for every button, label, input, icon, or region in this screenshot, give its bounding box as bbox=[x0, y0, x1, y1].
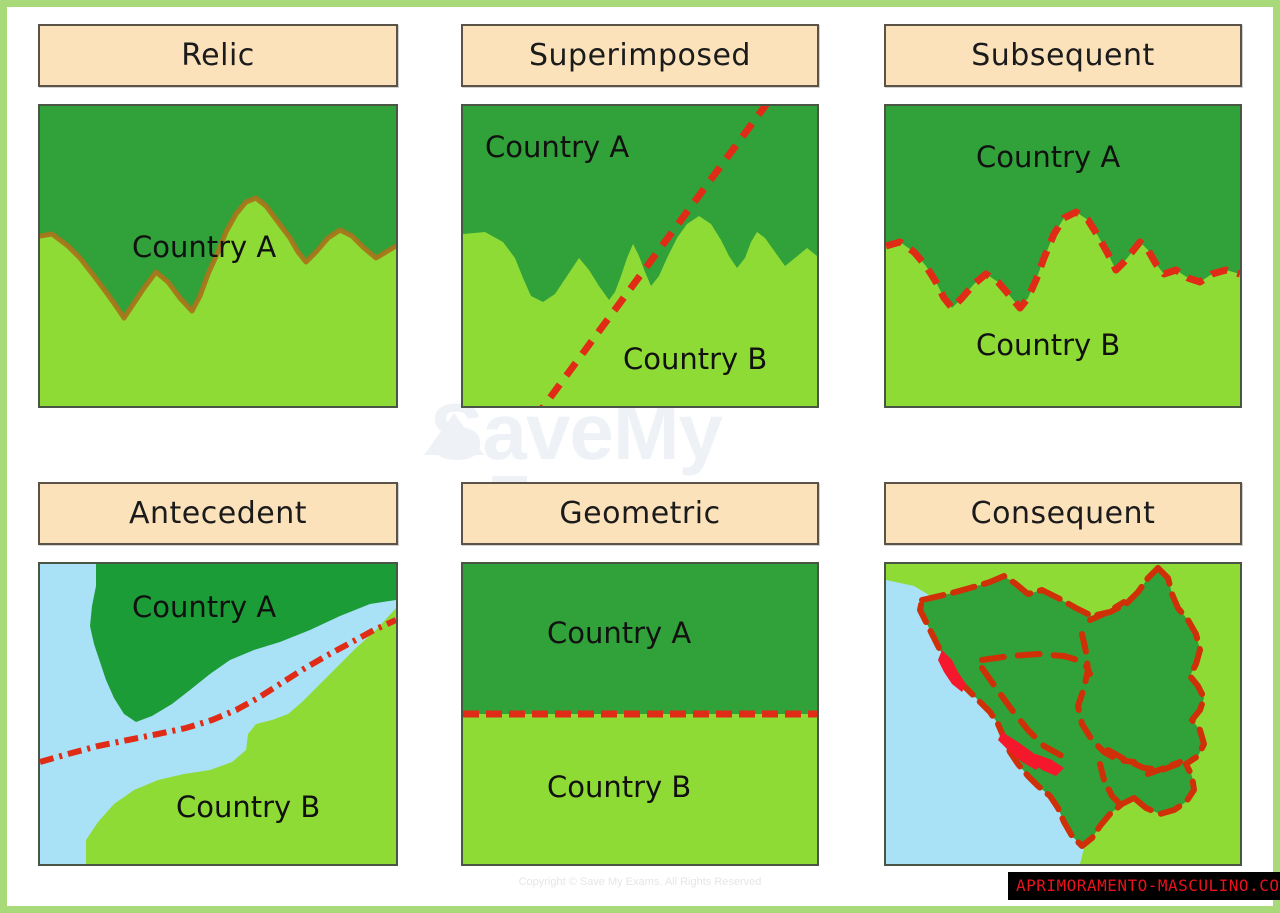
subsequent-boundary-line bbox=[886, 208, 1240, 312]
panel-header-subsequent: Subsequent bbox=[884, 24, 1242, 87]
coastal-detail-highlight bbox=[938, 650, 966, 692]
map-antecedent: Country A Country B bbox=[38, 562, 398, 866]
antecedent-river-line bbox=[40, 617, 396, 765]
country-b-area bbox=[463, 216, 817, 406]
panel-subsequent: Subsequent Country A Country B bbox=[884, 24, 1242, 408]
panel-title-subsequent: Subsequent bbox=[971, 38, 1155, 73]
map-antecedent-svg bbox=[40, 564, 396, 864]
country-b-area bbox=[463, 714, 817, 864]
panel-relic: Relic Country A bbox=[38, 24, 398, 408]
panel-title-consequent: Consequent bbox=[970, 496, 1156, 531]
watermark-triangle-icon bbox=[424, 413, 484, 455]
coastal-detail-highlight-3 bbox=[1032, 754, 1064, 776]
consequent-cultural-boundaries bbox=[917, 565, 1207, 849]
url-badge: APRIMORAMENTO-MASCULINO.COM bbox=[1008, 872, 1280, 900]
panel-header-antecedent: Antecedent bbox=[38, 482, 398, 545]
country-a-area bbox=[463, 564, 817, 714]
panel-header-relic: Relic bbox=[38, 24, 398, 87]
coastal-detail-highlight-2 bbox=[998, 732, 1044, 770]
panel-header-geometric: Geometric bbox=[461, 482, 819, 545]
panel-header-superimposed: Superimposed bbox=[461, 24, 819, 87]
map-superimposed: Country A Country B bbox=[461, 104, 819, 408]
sea-area bbox=[886, 580, 1086, 864]
panel-title-relic: Relic bbox=[181, 38, 255, 73]
copyright-text: Copyright © Save My Exams. All Rights Re… bbox=[518, 876, 762, 888]
panel-title-superimposed: Superimposed bbox=[529, 38, 751, 73]
superimposed-boundary-line bbox=[539, 106, 770, 406]
map-subsequent-svg bbox=[886, 106, 1240, 406]
panel-title-geometric: Geometric bbox=[559, 496, 721, 531]
map-relic-svg bbox=[40, 106, 396, 406]
panel-superimposed: Superimposed Country A Country B bbox=[461, 24, 819, 408]
map-subsequent: Country A Country B bbox=[884, 104, 1242, 408]
country-b-area bbox=[40, 198, 396, 406]
panel-geometric: Geometric Country A Country B bbox=[461, 482, 819, 866]
map-relic: Country A bbox=[38, 104, 398, 408]
country-b-area bbox=[86, 608, 396, 864]
map-geometric-svg bbox=[463, 564, 817, 864]
map-consequent bbox=[884, 562, 1242, 866]
map-consequent-svg bbox=[886, 564, 1240, 864]
url-badge-text: APRIMORAMENTO-MASCULINO.COM bbox=[1016, 876, 1280, 895]
panel-title-antecedent: Antecedent bbox=[129, 496, 307, 531]
relic-boundary-line bbox=[40, 195, 396, 321]
map-superimposed-svg bbox=[463, 106, 817, 406]
panel-header-consequent: Consequent bbox=[884, 482, 1242, 545]
country-a-area bbox=[90, 564, 396, 722]
panel-antecedent: Antecedent Country A Country B bbox=[38, 482, 398, 866]
panel-consequent: Consequent bbox=[884, 482, 1242, 866]
country-core-area bbox=[920, 568, 1204, 846]
map-geometric: Country A Country B bbox=[461, 562, 819, 866]
